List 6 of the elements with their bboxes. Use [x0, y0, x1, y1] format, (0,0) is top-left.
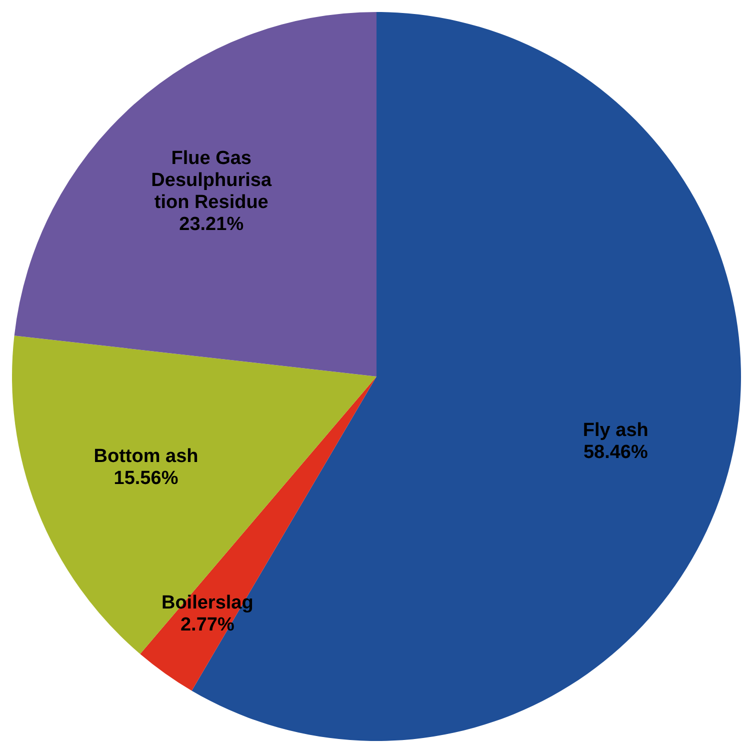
slice-label: Bottom ash — [94, 446, 198, 467]
data-label: 15.56% — [114, 468, 178, 489]
slice-label: Flue Gas Desulphurisation Residue — [151, 148, 272, 213]
data-label: 23.21% — [179, 214, 244, 235]
data-label: 58.46% — [583, 442, 648, 463]
slice-label: Fly ash — [582, 420, 648, 441]
